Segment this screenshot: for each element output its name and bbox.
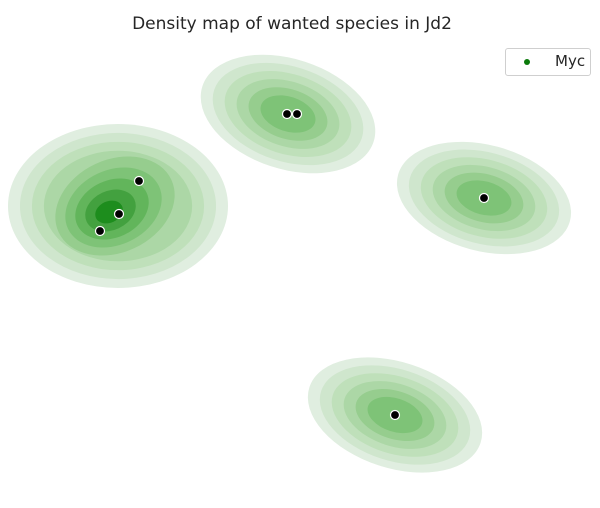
myc-point [389, 409, 401, 421]
legend: Myc [505, 48, 591, 76]
myc-point [281, 108, 293, 120]
kde-cluster-4 [307, 357, 483, 473]
myc-point [94, 225, 106, 237]
species-points [94, 108, 490, 421]
legend-marker [524, 59, 530, 65]
chart-title: Density map of wanted species in Jd2 [132, 14, 452, 34]
kde-contours [8, 54, 572, 473]
myc-point [478, 192, 490, 204]
myc-point [113, 208, 125, 220]
myc-point [133, 175, 145, 187]
kde-cluster-1 [8, 124, 228, 288]
myc-point [291, 108, 303, 120]
legend-label-myc: Myc [555, 52, 586, 70]
